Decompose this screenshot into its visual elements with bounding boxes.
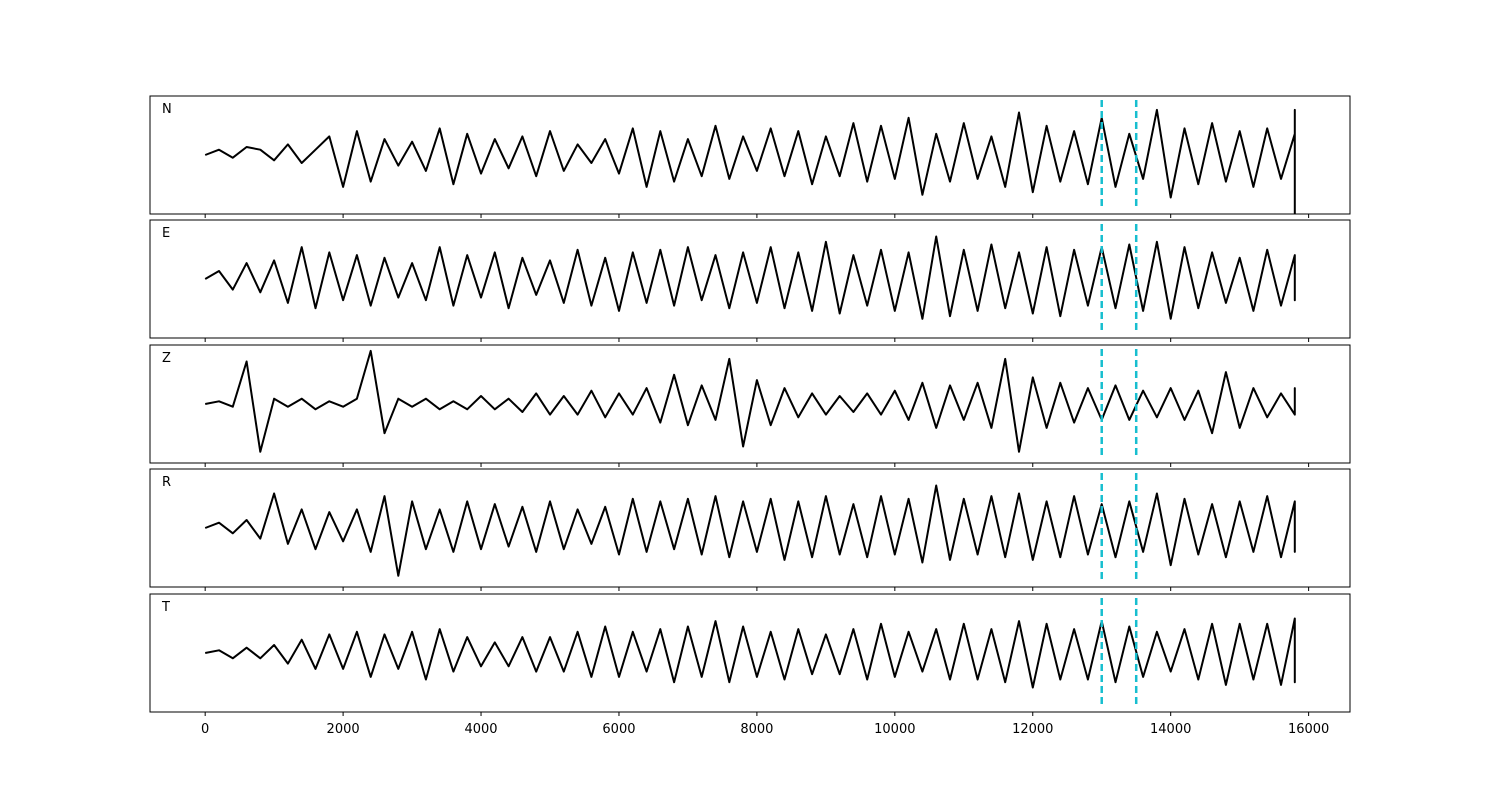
panel-e: E	[149, 219, 1351, 342]
waveform-trace-r	[204, 484, 1296, 577]
channel-label-n: N	[162, 102, 172, 117]
waveform-trace-t	[205, 617, 1296, 689]
waveform-trace-z	[205, 349, 1296, 453]
x-tick-label: 4000	[464, 722, 497, 737]
x-tick-label: 14000	[1150, 722, 1191, 737]
x-tick-label: 6000	[602, 722, 635, 737]
waveform-trace-n	[204, 108, 1296, 215]
channel-label-z: Z	[162, 351, 171, 366]
channel-label-e: E	[162, 226, 170, 241]
x-tick-label: 16000	[1288, 722, 1329, 737]
waveform-trace-e	[204, 235, 1296, 320]
panel-t: T	[149, 593, 1351, 716]
channel-label-r: R	[162, 475, 171, 490]
panel-frame	[149, 344, 1351, 464]
panel-frame	[149, 468, 1351, 588]
panel-frame	[149, 219, 1351, 339]
panel-frame	[149, 593, 1351, 713]
panel-r: R	[149, 468, 1351, 591]
x-tick-label: 0	[201, 722, 209, 737]
channel-label-t: T	[161, 600, 170, 615]
x-tick-label: 8000	[740, 722, 773, 737]
panel-n: N	[149, 95, 1351, 218]
x-tick-label: 12000	[1012, 722, 1053, 737]
panel-frame	[149, 95, 1351, 215]
x-tick-label: 2000	[327, 722, 360, 737]
x-tick-label: 10000	[874, 722, 915, 737]
panel-z: Z	[149, 344, 1351, 467]
